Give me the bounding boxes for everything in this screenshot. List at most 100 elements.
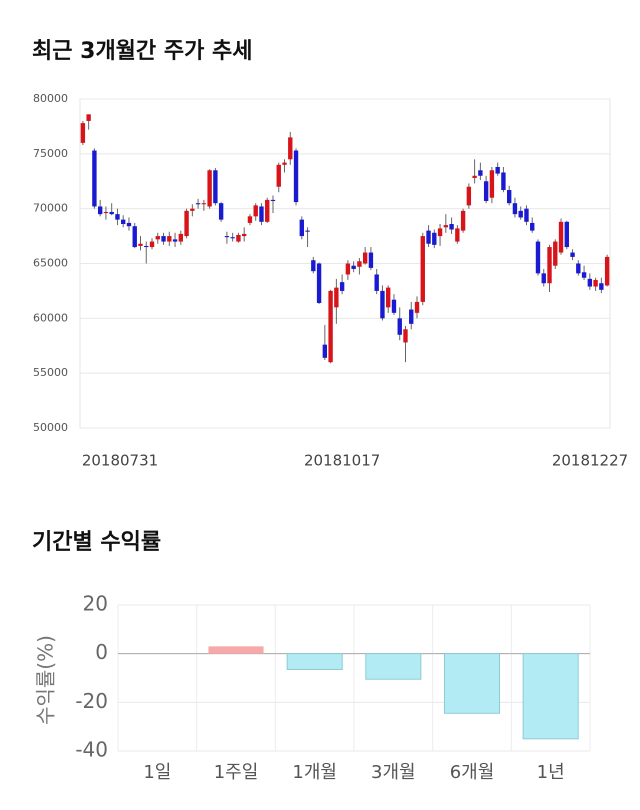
candle-body bbox=[512, 203, 518, 215]
candle-body bbox=[282, 162, 287, 165]
candle-body bbox=[466, 186, 472, 206]
bar bbox=[286, 653, 343, 670]
candle-body bbox=[495, 166, 500, 174]
candle-body bbox=[403, 329, 408, 343]
candle-body bbox=[316, 263, 322, 303]
y-tick-label: 0 bbox=[95, 640, 108, 664]
candle-body bbox=[224, 236, 230, 238]
x-tick-label: 1주일 bbox=[214, 762, 259, 783]
candle-body bbox=[172, 239, 178, 242]
x-tick-label: 20181227 bbox=[552, 452, 628, 470]
candle-body bbox=[115, 214, 120, 220]
candle-body bbox=[386, 287, 391, 308]
candle-body bbox=[518, 210, 523, 218]
candle-body bbox=[449, 224, 454, 230]
candle-body bbox=[339, 282, 345, 291]
y-tick-label: 50000 bbox=[33, 421, 68, 434]
candle-body bbox=[535, 241, 541, 274]
candle-body bbox=[126, 222, 132, 227]
candle-body bbox=[322, 344, 328, 358]
candle-body bbox=[97, 206, 103, 215]
chart-title: 기간별 수익률 bbox=[32, 530, 161, 555]
candle-body bbox=[190, 208, 195, 211]
y-axis-title: 수익률(%) bbox=[34, 635, 58, 725]
candle-body bbox=[420, 236, 425, 302]
candle-body bbox=[460, 210, 466, 231]
candle-body bbox=[564, 221, 569, 248]
candle-body bbox=[414, 301, 420, 313]
x-tick-label: 1개월 bbox=[292, 762, 337, 783]
candle-body bbox=[121, 219, 126, 225]
candle-body bbox=[109, 211, 114, 215]
candle-body bbox=[483, 181, 489, 201]
candle-body bbox=[167, 236, 172, 242]
candle-body bbox=[604, 256, 610, 286]
candle-body bbox=[80, 123, 86, 143]
candle-body bbox=[357, 261, 362, 267]
candle-body bbox=[178, 233, 184, 242]
candle-body bbox=[558, 221, 564, 253]
candle-body bbox=[184, 210, 189, 237]
candle-body bbox=[599, 283, 604, 290]
x-tick-label: 1일 bbox=[143, 762, 171, 783]
candle-body bbox=[489, 170, 495, 198]
y-tick-label: -20 bbox=[75, 689, 108, 713]
candle-body bbox=[305, 230, 310, 232]
candle-body bbox=[478, 170, 483, 176]
candle-body bbox=[437, 228, 443, 237]
bar bbox=[522, 653, 579, 740]
candle-body bbox=[161, 236, 166, 242]
candle-body bbox=[472, 175, 477, 178]
candle-body bbox=[328, 290, 333, 363]
bar bbox=[208, 646, 264, 654]
candle-body bbox=[530, 222, 535, 231]
candle-body bbox=[92, 150, 97, 207]
candle-body bbox=[103, 211, 109, 214]
candle-body bbox=[409, 309, 414, 324]
x-tick-label: 6개월 bbox=[450, 762, 495, 783]
candle-body bbox=[218, 203, 224, 220]
candle-body bbox=[391, 299, 397, 313]
candle-body bbox=[236, 234, 241, 242]
bar bbox=[365, 653, 422, 680]
candle-body bbox=[443, 225, 449, 228]
candle-body bbox=[576, 263, 581, 274]
candle-body bbox=[362, 252, 368, 264]
x-tick-label: 20181017 bbox=[304, 452, 380, 470]
candle-body bbox=[547, 247, 552, 284]
candle-body bbox=[334, 287, 339, 308]
y-tick-label: 55000 bbox=[33, 366, 68, 379]
candle-body bbox=[144, 245, 149, 248]
chart-title: 최근 3개월간 주가 추세 bbox=[32, 39, 252, 64]
candle-body bbox=[311, 260, 316, 272]
candle-body bbox=[351, 265, 356, 269]
candle-body bbox=[368, 252, 374, 268]
candle-body bbox=[426, 230, 431, 244]
y-tick-label: 80000 bbox=[33, 92, 68, 105]
candle-body bbox=[213, 170, 218, 204]
candle-body bbox=[247, 216, 253, 223]
y-tick-label: 70000 bbox=[33, 202, 68, 215]
candle-body bbox=[345, 263, 351, 275]
x-tick-label: 1년 bbox=[537, 762, 565, 783]
candle-body bbox=[524, 208, 529, 222]
candle-body bbox=[380, 290, 385, 319]
candle-body bbox=[265, 199, 270, 222]
candle-body bbox=[270, 199, 276, 201]
y-tick-label: -40 bbox=[75, 738, 108, 762]
candle-body bbox=[506, 190, 512, 204]
candle-body bbox=[195, 203, 201, 205]
candle-body bbox=[501, 172, 506, 191]
candle-body bbox=[253, 205, 258, 217]
candle-body bbox=[541, 273, 546, 284]
candle-body bbox=[259, 206, 264, 222]
x-tick-label: 20180731 bbox=[82, 452, 158, 470]
y-tick-label: 60000 bbox=[33, 311, 68, 324]
candle-body bbox=[201, 203, 207, 205]
candle-body bbox=[432, 232, 437, 245]
candle-body bbox=[155, 236, 160, 240]
candle-body bbox=[293, 150, 299, 203]
candle-body bbox=[397, 318, 402, 335]
candle-body bbox=[138, 243, 143, 246]
